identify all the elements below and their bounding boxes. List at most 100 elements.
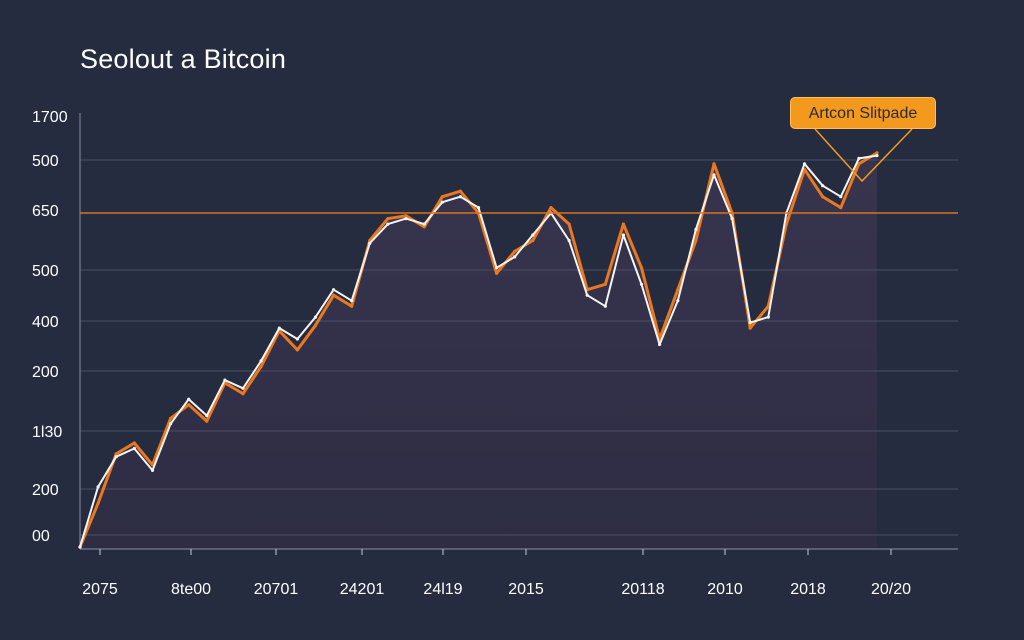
series-point	[313, 315, 318, 319]
series-point	[875, 154, 879, 158]
y-tick-label: 1l30	[32, 424, 62, 441]
series-point	[766, 315, 770, 319]
series-point	[295, 348, 299, 352]
y-tick-label: 1700	[32, 109, 68, 126]
series-point	[132, 446, 136, 451]
series-point	[404, 214, 408, 218]
series-point	[821, 184, 825, 188]
series-point	[187, 397, 191, 401]
series-point	[531, 238, 535, 243]
callout-pointer	[814, 128, 913, 183]
series-point	[730, 217, 734, 221]
series-point	[839, 206, 843, 210]
x-tick-label: 8te00	[171, 581, 211, 598]
chart-title: Seolout a Bitcoin	[80, 44, 287, 74]
series-point	[78, 545, 82, 549]
tick-labels: 1700 500 650 500 400 200 1l30 200 00 2075 8te00 207…	[32, 109, 911, 598]
series-point	[621, 233, 626, 237]
series-point	[603, 304, 607, 308]
series-point	[422, 222, 426, 226]
series-point	[549, 206, 553, 210]
series-point	[332, 293, 336, 297]
series-point	[169, 416, 173, 420]
series-point	[96, 485, 100, 489]
series-point	[639, 266, 644, 270]
series-point	[676, 299, 680, 303]
callout-pointer-line	[814, 128, 913, 183]
series-point	[495, 266, 499, 270]
series-point	[223, 378, 227, 382]
series-point	[277, 326, 281, 330]
y-tick-label: 500	[32, 263, 59, 280]
x-tick-label: 20/20	[871, 581, 911, 598]
series-point	[241, 386, 245, 390]
series-point	[513, 249, 517, 253]
series-point	[350, 304, 354, 308]
series-point	[712, 173, 716, 177]
series-point	[748, 326, 752, 330]
axes	[79, 113, 958, 555]
series-point	[748, 321, 752, 325]
y-tick-label: 650	[32, 203, 59, 220]
x-tick-label: 24201	[340, 581, 385, 598]
series-point	[114, 455, 118, 459]
series-point	[802, 162, 807, 166]
x-tick-label: 2010	[707, 581, 743, 598]
series-point	[567, 222, 571, 226]
y-tick-label: 500	[32, 153, 59, 170]
callout-label: Artcon Slitpade	[790, 97, 936, 129]
series-point	[476, 206, 481, 210]
series-point	[404, 217, 408, 221]
x-tick-label: 20118	[621, 581, 664, 598]
series-point	[313, 323, 318, 327]
x-tick-label: 2018	[790, 581, 826, 598]
series-point	[259, 359, 263, 363]
series-point	[694, 227, 698, 232]
gridlines	[80, 159, 958, 536]
y-tick-label: 00	[32, 528, 50, 545]
area-fill	[80, 152, 877, 549]
series-point	[114, 452, 118, 456]
series-point	[295, 337, 299, 341]
series-point	[495, 271, 499, 275]
series-point	[386, 222, 390, 226]
y-tick-label: 400	[32, 314, 59, 331]
series-point	[513, 255, 517, 259]
x-tick-label: 2075	[82, 581, 118, 598]
series-point	[440, 195, 444, 199]
series-point	[458, 189, 462, 193]
series-point	[259, 364, 263, 368]
series-point	[386, 217, 390, 221]
series-point	[332, 288, 336, 292]
series-point	[368, 241, 372, 245]
x-tick-label: 20701	[254, 581, 299, 598]
series-point	[658, 342, 662, 347]
series-point	[440, 200, 444, 204]
y-tick-label: 200	[32, 482, 59, 499]
x-tick-label: 2015	[508, 581, 544, 598]
series-point	[821, 195, 825, 199]
series-point	[639, 282, 644, 286]
series-point	[96, 501, 100, 505]
series-point	[132, 441, 136, 445]
series-point	[621, 222, 626, 226]
series-point	[567, 238, 571, 243]
series-point	[875, 151, 879, 155]
series-point	[585, 293, 589, 297]
series-point	[350, 299, 354, 303]
series-point	[205, 414, 209, 418]
series-point	[150, 468, 155, 472]
series-point	[694, 238, 698, 243]
series-point	[857, 162, 861, 166]
series-point	[531, 233, 535, 237]
series-point	[857, 156, 861, 160]
series-point	[839, 195, 843, 199]
series-point	[603, 282, 607, 286]
series-point	[187, 403, 191, 407]
area-fill-layer	[80, 152, 877, 549]
x-tick-label: 24l19	[423, 581, 462, 598]
series-point	[458, 195, 462, 199]
series-point	[205, 419, 209, 423]
series-point	[241, 392, 245, 396]
